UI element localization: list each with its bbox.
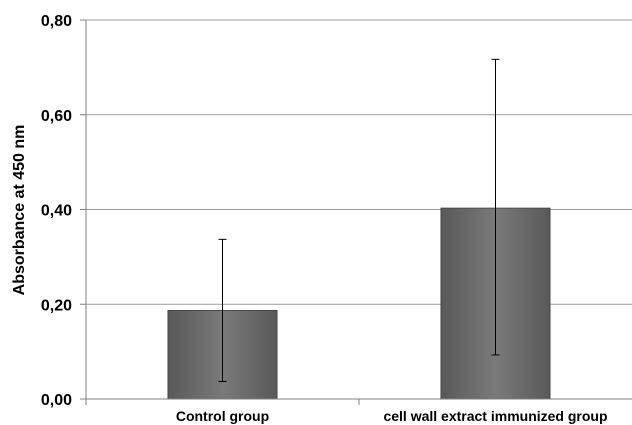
y-tick-label: 0,80 [41, 13, 72, 30]
y-tick-label: 0,20 [41, 297, 72, 314]
bars [167, 207, 551, 400]
tick-labels: 0,00 0,20 0,40 0,60 0,80 Control group cell wa… [41, 13, 608, 424]
y-tick-label: 0,40 [41, 203, 72, 220]
error-bars [218, 58, 500, 382]
y-tick-label: 0,60 [41, 108, 72, 125]
axes [80, 19, 632, 405]
y-tick-label: 0,00 [41, 392, 72, 409]
x-category-label: cell wall extract immunized group [383, 408, 607, 424]
y-axis-title: Absorbance at 450 nm [11, 125, 28, 296]
x-category-label: Control group [176, 408, 269, 424]
